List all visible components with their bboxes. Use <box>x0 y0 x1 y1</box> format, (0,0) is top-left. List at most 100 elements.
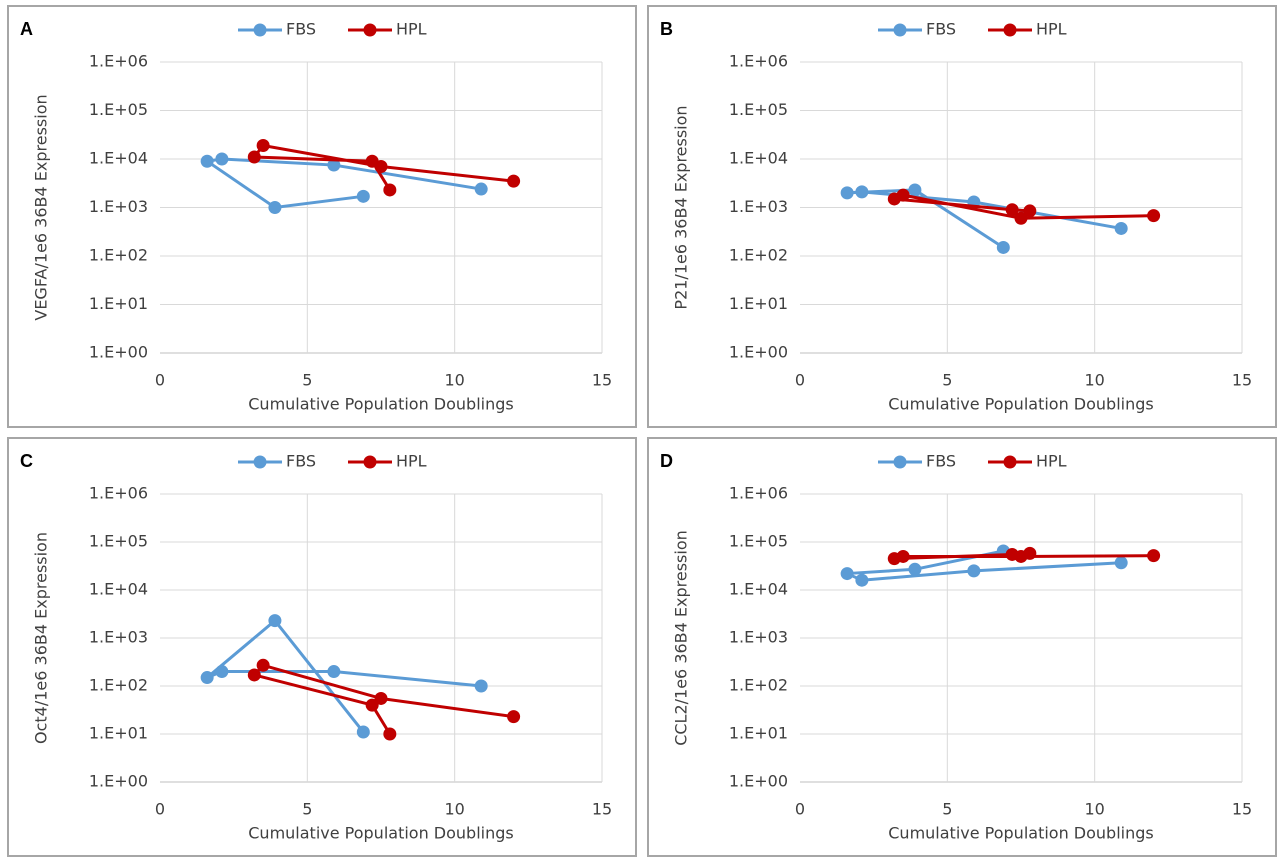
data-point <box>327 158 341 172</box>
data-point <box>996 240 1010 254</box>
series-line <box>203 157 482 210</box>
data-point <box>896 188 910 202</box>
panel: B 1.E+00 1.E+01 1.E+02 1.E+03 1.E+04 1.E+05 1.E… <box>647 5 1277 428</box>
legend-swatch-marker <box>363 23 377 37</box>
x-tick-label: 0 <box>795 800 805 819</box>
y-tick-label: 1.E+04 <box>729 580 788 599</box>
legend-label: FBS <box>926 20 956 39</box>
x-tick-label: 15 <box>1232 800 1252 819</box>
panel-label: D <box>660 451 673 471</box>
data-point <box>908 183 922 197</box>
y-axis-title: P21/1e6 36B4 Expression <box>672 105 691 309</box>
y-tick-label: 1.E+02 <box>89 676 148 695</box>
panel-label: C <box>20 451 33 471</box>
y-tick-label: 1.E+00 <box>729 343 788 362</box>
legend-label: HPL <box>1036 452 1067 471</box>
data-point <box>474 182 488 196</box>
data-point <box>374 160 388 174</box>
data-point <box>855 185 869 199</box>
x-tick-label: 5 <box>302 800 312 819</box>
data-point <box>1014 211 1028 225</box>
x-axis-title: Cumulative Population Doublings <box>248 395 513 414</box>
x-tick-label: 15 <box>592 800 612 819</box>
x-tick-label: 0 <box>155 371 165 390</box>
y-tick-label: 1.E+00 <box>729 772 788 791</box>
data-point <box>855 573 869 587</box>
x-tick-label: 10 <box>444 371 464 390</box>
legend-label: FBS <box>926 452 956 471</box>
y-tick-label: 1.E+06 <box>89 52 148 71</box>
data-point <box>247 150 261 164</box>
data-point <box>1005 203 1019 217</box>
legend-swatch-marker <box>893 455 907 469</box>
y-tick-label: 1.E+05 <box>89 100 148 119</box>
y-axis-title: VEGFA/1e6 36B4 Expression <box>32 94 51 320</box>
x-axis-title: Cumulative Population Doublings <box>888 395 1153 414</box>
legend-swatch-marker <box>1003 455 1017 469</box>
y-tick-label: 1.E+03 <box>729 628 788 647</box>
x-tick-label: 15 <box>592 371 612 390</box>
data-point <box>896 549 910 563</box>
data-point <box>356 725 370 739</box>
x-tick-label: 15 <box>1232 371 1252 390</box>
y-tick-label: 1.E+03 <box>89 197 148 216</box>
legend-swatch-marker <box>253 455 267 469</box>
data-point <box>474 679 488 693</box>
x-tick-label: 5 <box>942 800 952 819</box>
panel-border <box>7 5 637 428</box>
legend-label: HPL <box>396 20 427 39</box>
y-tick-label: 1.E+02 <box>89 246 148 265</box>
x-tick-label: 5 <box>302 371 312 390</box>
y-tick-label: 1.E+00 <box>89 343 148 362</box>
y-tick-label: 1.E+04 <box>729 149 788 168</box>
y-tick-label: 1.E+06 <box>729 52 788 71</box>
legend-label: FBS <box>286 20 316 39</box>
panel-label: B <box>660 19 673 39</box>
data-point <box>200 671 214 685</box>
panel: C 1.E+00 1.E+01 1.E+02 1.E+03 1.E+04 1.E+05 1.E… <box>7 437 637 857</box>
data-point <box>247 668 261 682</box>
y-tick-label: 1.E+01 <box>89 724 148 743</box>
panel-border <box>7 437 637 857</box>
y-tick-label: 1.E+01 <box>729 294 788 313</box>
y-tick-label: 1.E+03 <box>89 628 148 647</box>
data-point <box>374 691 388 705</box>
data-point <box>1114 556 1128 570</box>
legend-swatch-marker <box>893 23 907 37</box>
y-tick-label: 1.E+01 <box>729 724 788 743</box>
legend-label: FBS <box>286 452 316 471</box>
data-point <box>507 710 521 724</box>
y-tick-label: 1.E+06 <box>729 484 788 503</box>
data-point <box>1147 549 1161 563</box>
data-point <box>215 665 229 679</box>
x-tick-label: 10 <box>1084 371 1104 390</box>
y-tick-label: 1.E+05 <box>89 532 148 551</box>
data-point <box>967 564 981 578</box>
y-tick-label: 1.E+01 <box>89 294 148 313</box>
x-tick-label: 10 <box>1084 800 1104 819</box>
data-point <box>215 152 229 166</box>
y-tick-label: 1.E+05 <box>729 100 788 119</box>
series-line <box>846 549 1122 582</box>
legend-label: HPL <box>396 452 427 471</box>
data-point <box>383 727 397 741</box>
y-axis-title: Oct4/1e6 36B4 Expression <box>32 532 51 744</box>
data-point <box>840 186 854 200</box>
data-point <box>268 201 282 214</box>
panel-label: A <box>20 19 33 39</box>
panel-border <box>647 5 1277 428</box>
legend-swatch-marker <box>253 23 267 37</box>
legend-label: HPL <box>1036 20 1067 39</box>
data-point <box>365 698 379 712</box>
panel: A 1.E+00 1.E+01 1.E+02 1.E+03 1.E+04 1.E+05 1.E… <box>7 5 637 428</box>
data-point <box>256 658 270 672</box>
data-point <box>383 183 397 197</box>
panel-border <box>647 437 1277 857</box>
x-axis-title: Cumulative Population Doublings <box>888 824 1153 843</box>
panel: D 1.E+00 1.E+01 1.E+02 1.E+03 1.E+04 1.E+05 1.E… <box>647 437 1277 857</box>
series-line <box>206 618 482 733</box>
data-point <box>840 567 854 581</box>
x-tick-label: 0 <box>155 800 165 819</box>
x-tick-label: 10 <box>444 800 464 819</box>
